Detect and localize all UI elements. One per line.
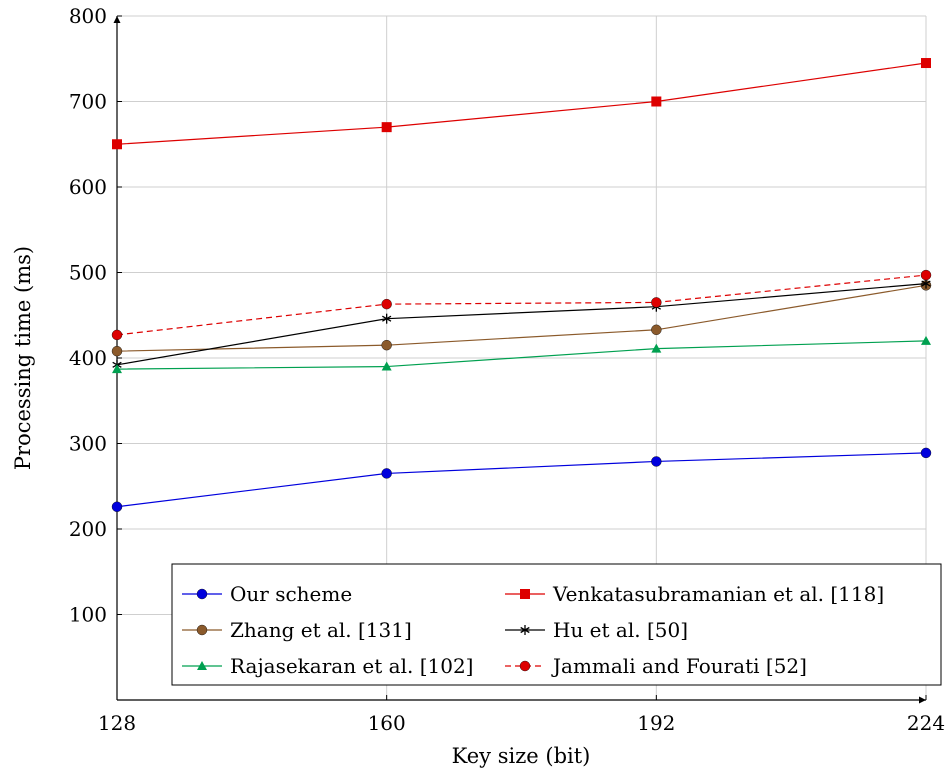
series-layer	[111, 58, 932, 512]
y-axis-arrow	[113, 16, 121, 23]
axes	[113, 15, 927, 704]
data-point	[197, 661, 207, 670]
x-axis-label: Key size (bit)	[452, 744, 591, 768]
data-point	[921, 58, 931, 69]
y-tick-label: 800	[69, 4, 107, 28]
series-our-scheme	[111, 447, 932, 512]
series-line	[116, 62, 927, 145]
data-point	[196, 624, 208, 636]
data-point	[920, 447, 932, 459]
data-point	[651, 96, 662, 107]
legend-label: Zhang et al. [131]	[230, 618, 412, 642]
data-point	[381, 122, 392, 133]
data-point	[519, 660, 531, 672]
y-axis-label: Processing time (ms)	[11, 246, 35, 470]
x-tick-label: 192	[637, 711, 675, 735]
data-point	[651, 343, 662, 353]
data-point	[112, 364, 122, 374]
series-line	[116, 284, 927, 352]
legend-entry: Hu et al. [50]	[505, 618, 688, 642]
data-point	[111, 345, 123, 357]
legend-entry: Venkatasubramanian et al. [118]	[505, 582, 884, 606]
legend-label: Jammali and Fourati [52]	[551, 654, 807, 678]
tick-labels: 128 160 192 224 100 200 300 400 500 600 700 800	[69, 4, 945, 735]
data-point	[921, 335, 931, 345]
y-tick-label: 700	[69, 90, 107, 114]
series-line	[116, 340, 927, 370]
legend-entry: Rajasekaran et al. [102]	[182, 654, 473, 678]
data-point	[920, 269, 932, 281]
data-point	[111, 329, 123, 341]
x-tick-label: 160	[368, 711, 406, 735]
data-point	[111, 501, 123, 512]
y-tick-label: 100	[69, 603, 107, 627]
series-line	[116, 274, 927, 336]
series-line	[116, 452, 927, 508]
legend: Our scheme Venkatasubramanian et al. [118…	[171, 563, 942, 686]
legend-entry: Our scheme	[182, 582, 352, 606]
x-tick-label: 224	[907, 711, 945, 735]
series-rajasekaran-et-al-102	[112, 335, 931, 374]
data-point	[382, 313, 392, 324]
legend-entry: Zhang et al. [131]	[182, 618, 412, 642]
legend-box	[171, 563, 942, 686]
series-venkatasubramanian-et-al-118	[112, 58, 931, 150]
series-hu-et-al-50	[112, 278, 931, 370]
series-jammali-and-fourati-52	[111, 269, 932, 341]
legend-label: Our scheme	[230, 582, 352, 606]
y-tick-label: 600	[69, 175, 107, 199]
data-point	[651, 456, 662, 467]
data-point	[520, 589, 530, 599]
data-point	[112, 139, 122, 150]
data-point	[381, 339, 392, 351]
y-tick-label: 200	[69, 517, 107, 541]
x-axis-arrow	[919, 696, 926, 704]
legend-label: Hu et al. [50]	[553, 618, 688, 642]
data-point	[381, 298, 392, 310]
data-point	[921, 278, 931, 289]
data-point	[381, 361, 392, 371]
legend-label: Rajasekaran et al. [102]	[230, 654, 473, 678]
star-stroke	[921, 280, 931, 287]
data-point	[651, 324, 662, 335]
legend-label: Venkatasubramanian et al. [118]	[552, 582, 884, 606]
data-point	[651, 297, 662, 308]
series-line	[116, 283, 927, 366]
data-point	[520, 625, 530, 635]
star-stroke	[520, 626, 530, 634]
x-tick-label: 128	[98, 711, 136, 735]
star-stroke	[382, 315, 392, 322]
y-tick-label: 500	[69, 261, 107, 285]
data-point	[381, 468, 392, 479]
data-point	[196, 588, 208, 600]
y-tick-label: 400	[69, 346, 107, 370]
legend-entry: Jammali and Fourati [52]	[505, 654, 807, 678]
y-tick-label: 300	[69, 432, 107, 456]
